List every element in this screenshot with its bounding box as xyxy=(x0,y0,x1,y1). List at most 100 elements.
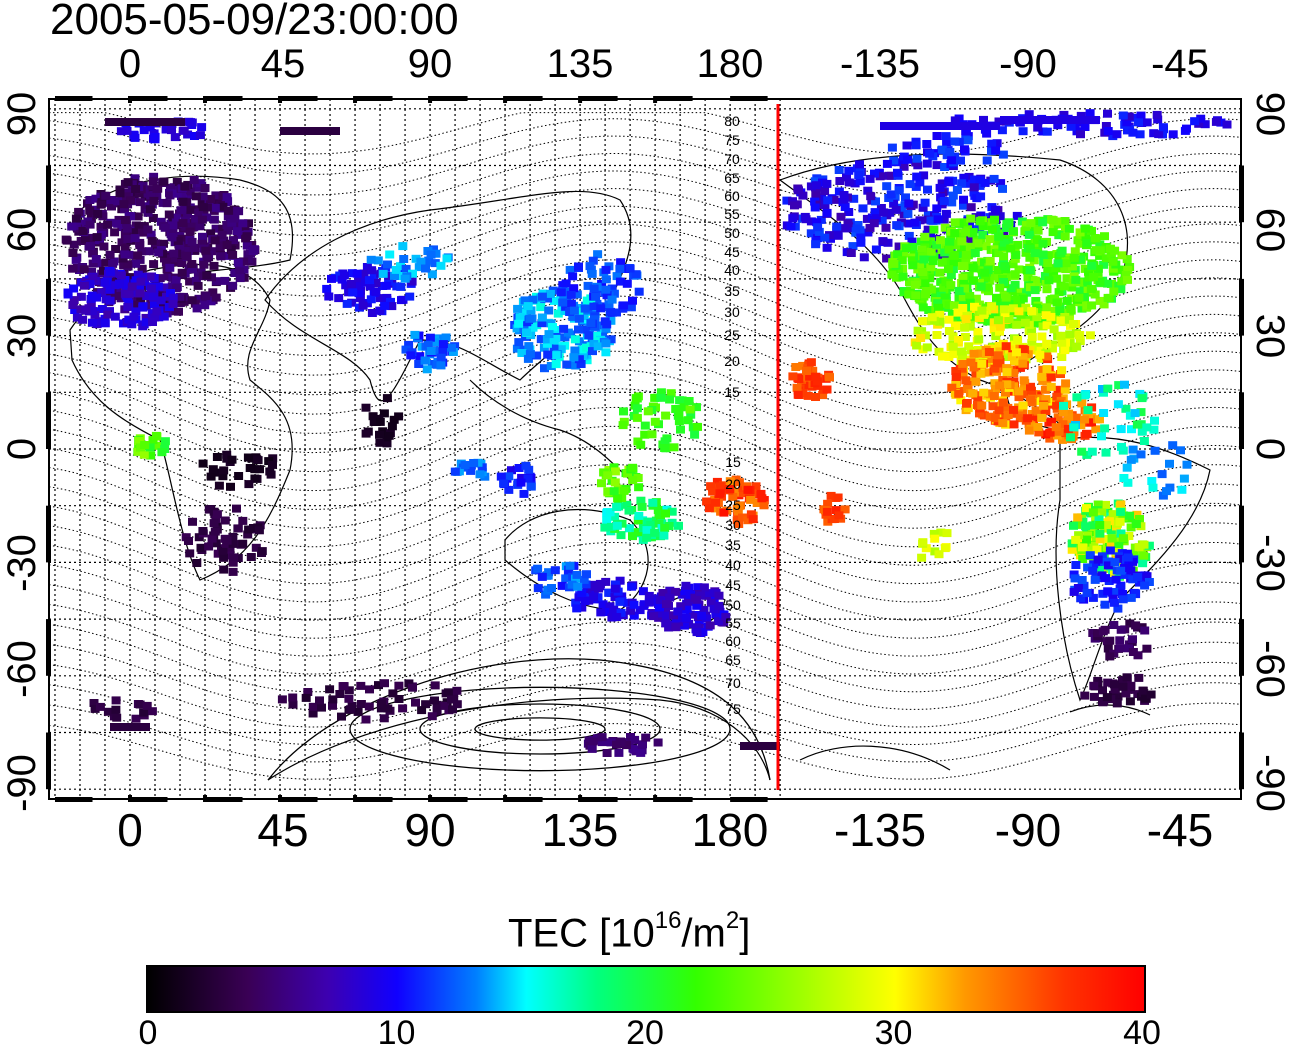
tec-cell xyxy=(387,302,397,311)
tec-cell xyxy=(863,228,873,237)
tec-cell xyxy=(376,704,386,713)
tec-cell xyxy=(1108,594,1118,603)
tec-cell xyxy=(149,196,159,205)
tec-cell xyxy=(327,274,336,283)
tec-cell xyxy=(926,216,936,225)
tec-cell xyxy=(1025,244,1035,253)
tec-cell xyxy=(1095,564,1105,573)
tec-cell xyxy=(1116,529,1126,538)
tec-cell xyxy=(398,295,408,304)
tec-cell xyxy=(1196,114,1206,123)
lat-tick-left: 60 xyxy=(0,207,44,253)
tec-cell xyxy=(1101,521,1111,530)
tec-cell xyxy=(1123,275,1132,284)
tec-cell xyxy=(367,266,377,275)
tec-cell xyxy=(234,472,244,480)
tec-cell xyxy=(1126,455,1136,464)
tec-cell xyxy=(192,183,202,192)
tec-cell xyxy=(243,255,253,264)
tec-cell xyxy=(876,204,886,212)
tec-cell xyxy=(1033,244,1043,253)
tec-cell xyxy=(1058,420,1068,429)
tec-cell xyxy=(201,246,211,255)
tec-cell xyxy=(144,185,154,194)
tec-cell xyxy=(384,277,394,286)
tec-cell xyxy=(417,706,427,715)
tec-cell xyxy=(406,351,416,360)
tec-cell xyxy=(694,617,704,626)
tec-cell xyxy=(987,225,997,234)
tec-cell xyxy=(963,136,973,145)
tec-cell xyxy=(411,254,421,263)
tec-cell xyxy=(1111,575,1121,584)
tec-cell xyxy=(181,252,191,260)
tec-cell xyxy=(836,212,846,221)
tec-cell xyxy=(685,590,695,599)
tec-cell xyxy=(448,705,457,714)
tec-cell xyxy=(1019,385,1029,394)
tec-cell xyxy=(192,559,202,567)
tec-cell xyxy=(949,258,959,267)
tec-cell xyxy=(822,243,832,252)
tec-cell xyxy=(886,190,896,199)
tec-cell xyxy=(171,284,181,293)
tec-cell xyxy=(1025,283,1035,292)
colorbar-tick: 30 xyxy=(874,1014,913,1052)
tec-cell xyxy=(1067,262,1077,271)
tec-cell xyxy=(324,292,334,301)
tec-cell xyxy=(1077,304,1087,313)
tec-cell xyxy=(840,203,850,211)
tec-cell xyxy=(995,322,1005,331)
tec-cell xyxy=(973,239,983,248)
tec-cell xyxy=(924,283,934,292)
tec-cell xyxy=(1048,216,1058,225)
tec-cell xyxy=(354,276,364,285)
contour-label: 50 xyxy=(724,225,740,241)
tec-cell xyxy=(829,515,839,523)
tec-cell xyxy=(1148,483,1158,492)
tec-cell xyxy=(814,227,824,236)
tec-cell xyxy=(138,322,148,331)
tec-cell xyxy=(1116,625,1126,634)
tec-cell xyxy=(984,368,994,377)
tec-cell xyxy=(1050,294,1060,303)
tec-cell xyxy=(956,347,966,356)
tec-cell xyxy=(958,295,968,303)
contour-label: 60 xyxy=(725,633,741,649)
tec-cell xyxy=(946,281,956,290)
tec-cell xyxy=(1103,293,1113,302)
tec-cell xyxy=(570,335,580,344)
tec-cell xyxy=(175,292,185,301)
tec-cell xyxy=(936,277,946,286)
tec-cell xyxy=(610,584,620,593)
tec-cell xyxy=(957,232,967,241)
tec-cell xyxy=(426,347,436,355)
tec-cell xyxy=(1123,553,1133,562)
contour-labels: 8075706560555045403530252015152025303540… xyxy=(724,113,741,717)
tec-cell xyxy=(222,450,232,459)
tec-cell xyxy=(147,309,157,318)
tec-cell xyxy=(959,261,969,270)
tec-cell xyxy=(549,344,559,353)
tec-cell xyxy=(602,608,612,616)
tec-cell xyxy=(958,359,968,368)
tec-cell xyxy=(1038,250,1048,259)
tec-cell xyxy=(939,287,949,296)
tec-cell xyxy=(379,714,389,723)
tec-cell xyxy=(131,276,141,285)
tec-cell xyxy=(1010,340,1020,349)
tec-cell xyxy=(936,528,946,537)
tec-cell xyxy=(1007,309,1017,318)
tec-cell xyxy=(940,293,950,302)
tec-cell xyxy=(480,472,490,481)
tec-cell xyxy=(174,307,183,316)
tec-cell xyxy=(1014,387,1024,396)
tec-cell xyxy=(738,513,747,522)
tec-cell xyxy=(1008,304,1018,313)
lon-tick-top: 90 xyxy=(407,42,453,86)
lon-tick-top: 0 xyxy=(118,42,142,86)
tec-cell xyxy=(131,185,141,193)
tec-cell xyxy=(879,208,889,217)
tec-cell xyxy=(228,558,238,567)
tec-cell xyxy=(944,177,954,186)
